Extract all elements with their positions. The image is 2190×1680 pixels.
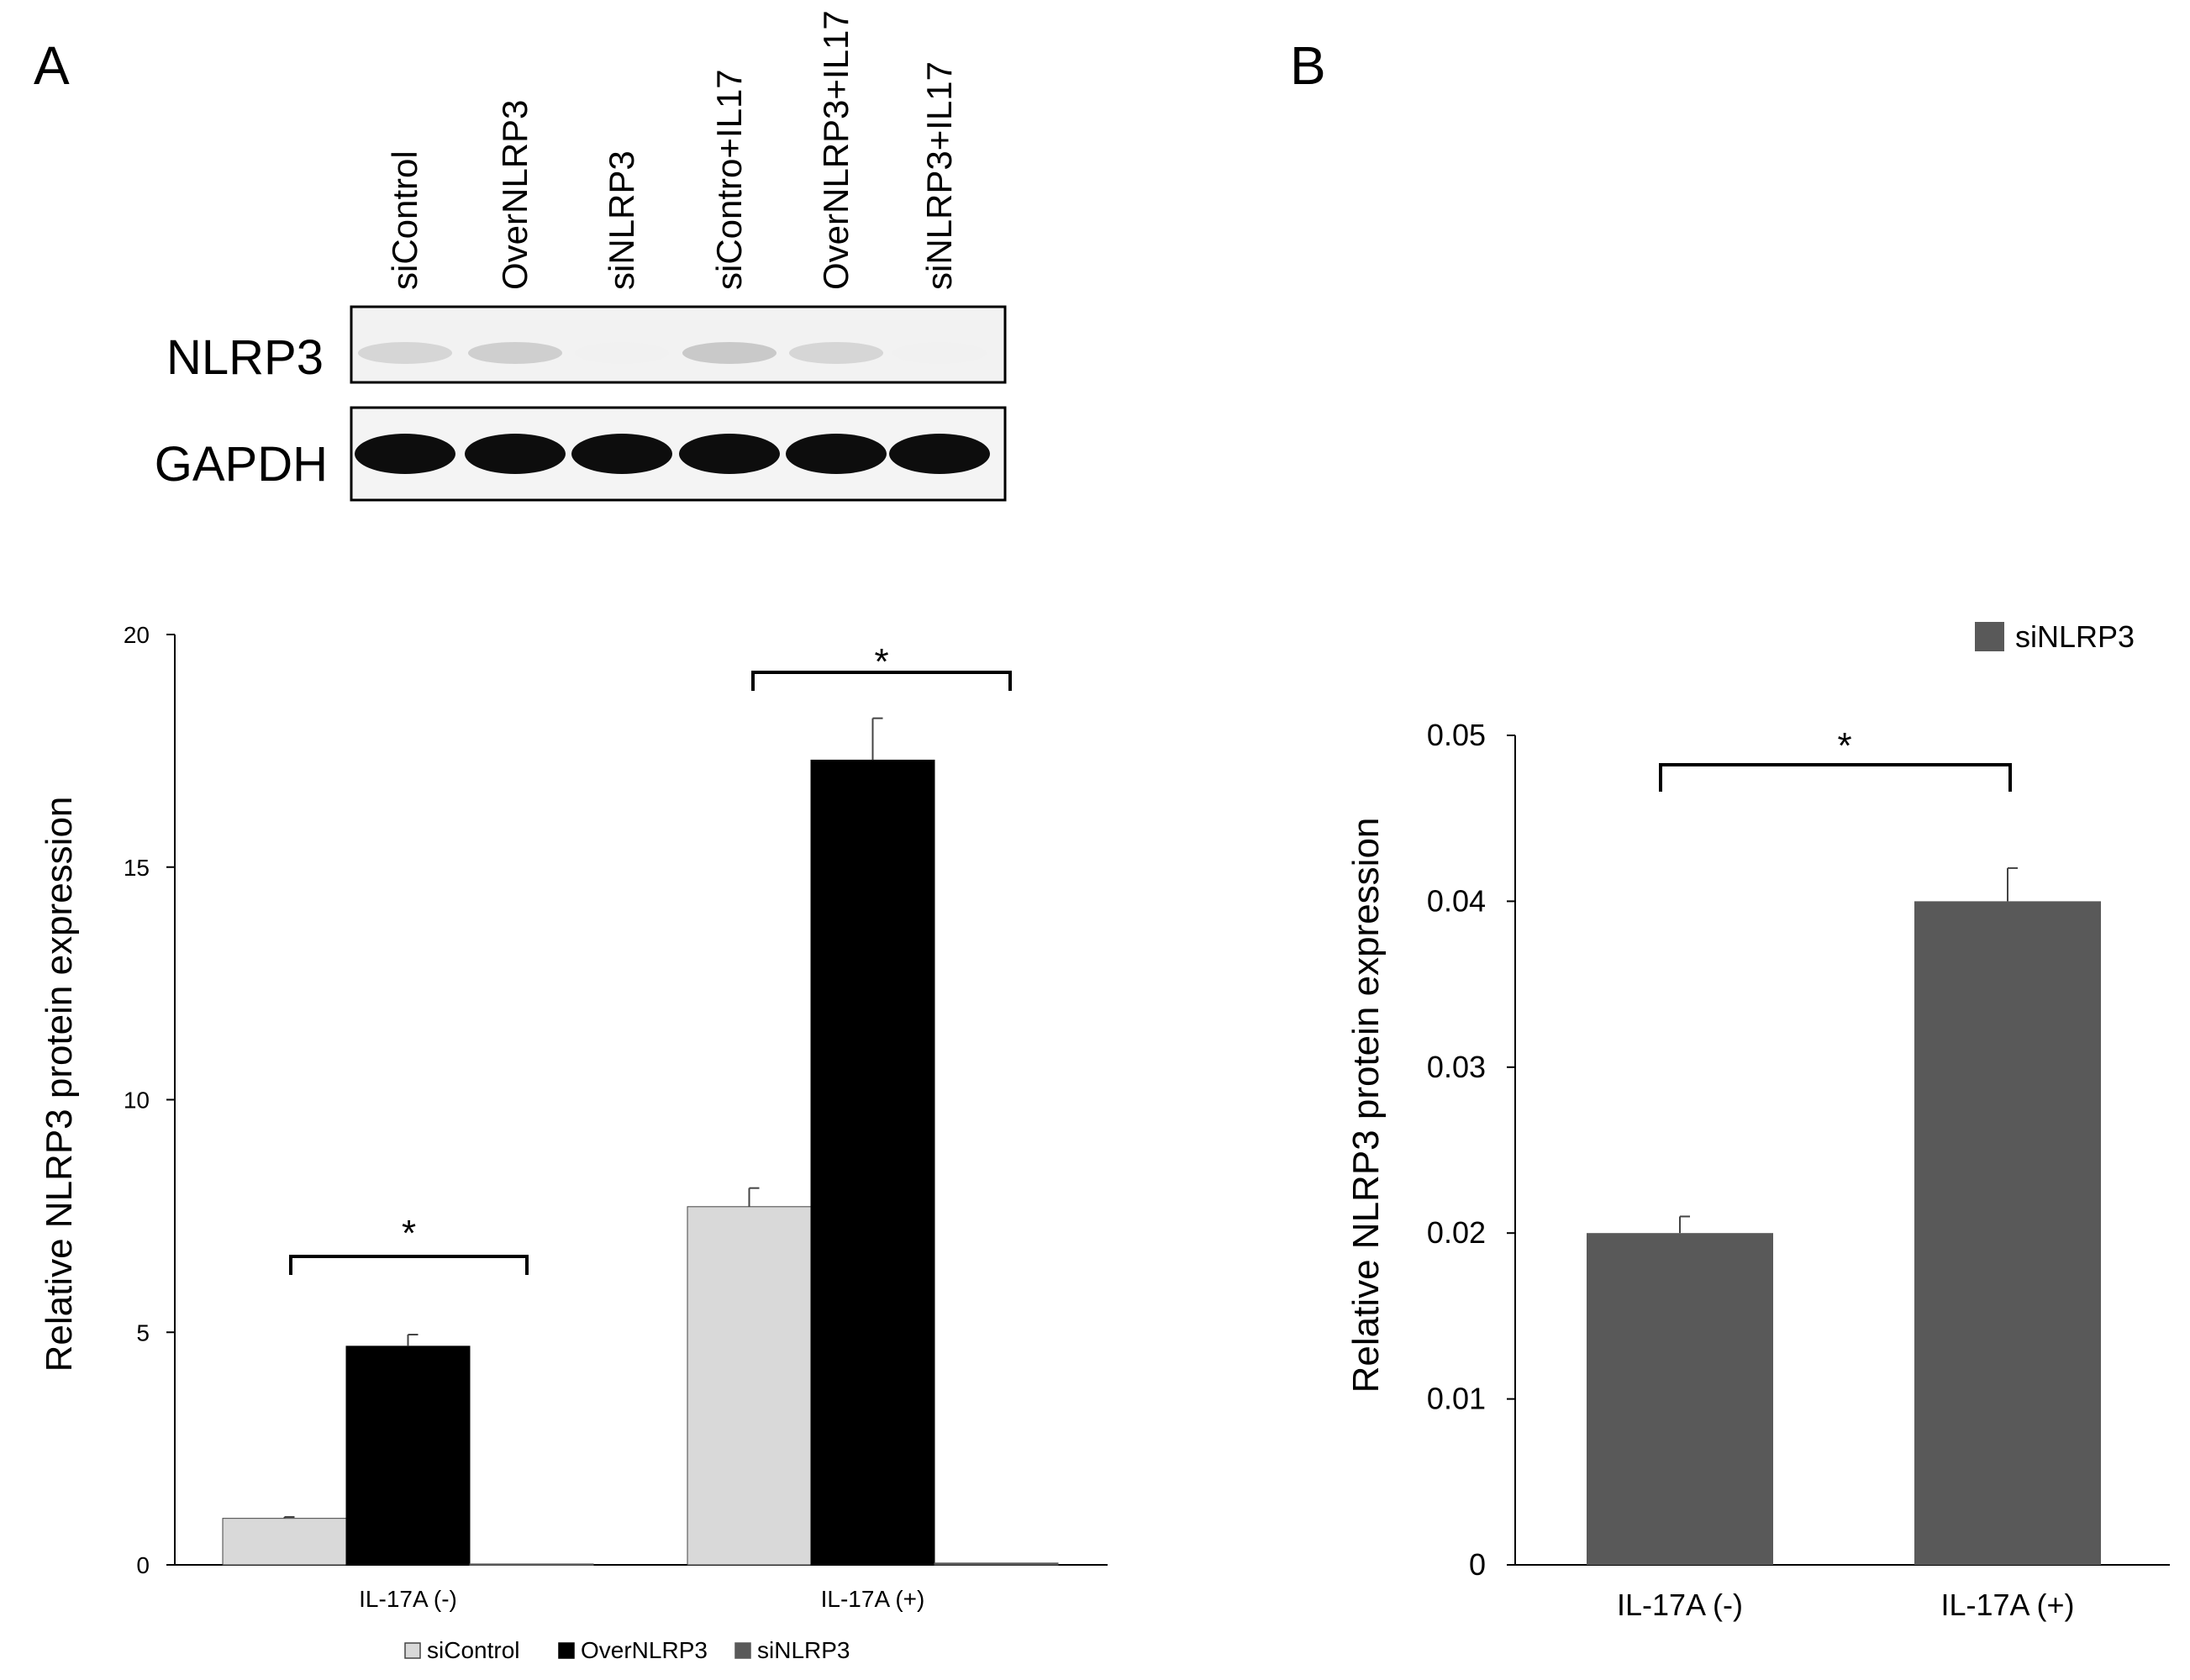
- chart-a-category-label: IL-17A (+): [821, 1586, 925, 1612]
- chart-a-legend-swatch-overnlrp3: [558, 1642, 575, 1659]
- band-nlrp3-sinlrp3: [575, 342, 669, 364]
- chart-a-bar-overnlrp3-1: [810, 759, 935, 1566]
- chart-b-bars: [1587, 866, 2101, 1565]
- band-nlrp3-sicontro-il17: [682, 342, 777, 364]
- chart-b-ytick-label: 0: [1469, 1547, 1486, 1582]
- band-nlrp3-sinlrp3-il17: [892, 342, 987, 364]
- chart-a-bar-sicontrol-0: [222, 1518, 347, 1566]
- chart-a-legend-label-sicontrol: siControl: [427, 1637, 519, 1663]
- band-gapdh-sinlrp3-il17: [889, 434, 990, 474]
- band-nlrp3-overnlrp3-il17: [789, 342, 883, 364]
- panel-a-letter: A: [34, 35, 70, 96]
- chart-b-legend-label: siNLRP3: [2015, 619, 2135, 654]
- chart-a-bar-sinlrp3-0: [469, 1563, 594, 1566]
- lane-label-sinlrp3: siNLRP3: [602, 150, 641, 290]
- chart-a: Relative NLRP3 protein expression 0 5 10 15…: [39, 622, 1108, 1663]
- chart-b: Relative NLRP3 protein expression 00.010…: [1345, 619, 2170, 1622]
- lane-labels: siControl OverNLRP3 siNLRP3 siContro+IL17 Ov…: [385, 10, 959, 290]
- chart-b-ylabel: Relative NLRP3 protein expression: [1345, 818, 1387, 1393]
- chart-a-significance-bracket: [751, 671, 1012, 691]
- lane-label-overnlrp3-il17: OverNLRP3+IL17: [816, 10, 855, 290]
- chart-b-bar-0: [1587, 1233, 1773, 1565]
- chart-b-category-label: IL-17A (+): [1940, 1588, 2074, 1622]
- chart-a-legend-swatch-sicontrol: [404, 1642, 421, 1659]
- lane-label-sicontro-il17: siContro+IL17: [709, 69, 749, 290]
- blot-row-label-nlrp3: NLRP3: [166, 330, 324, 385]
- bands-nlrp3: [358, 342, 987, 364]
- lane-label-sinlrp3-il17: siNLRP3+IL17: [919, 61, 959, 290]
- western-blot: siControl OverNLRP3 siNLRP3 siContro+IL17 Ov…: [155, 10, 1007, 502]
- chart-a-annotations: **: [289, 641, 1012, 1275]
- panel-b-letter: B: [1290, 35, 1326, 96]
- chart-a-ylabel: Relative NLRP3 protein expression: [39, 797, 80, 1372]
- chart-a-bar-overnlrp3-0: [345, 1346, 471, 1566]
- chart-b-categories: IL-17A (-) IL-17A (+): [1617, 1588, 2075, 1622]
- chart-a-ytick-label: 10: [124, 1088, 150, 1114]
- chart-a-ytick-label: 15: [124, 855, 150, 881]
- chart-a-legend: siControl OverNLRP3 siNLRP3: [404, 1637, 850, 1663]
- chart-b-ticks: 0 0.01 0.02 0.03 0.04 0.05: [1427, 718, 1515, 1582]
- chart-a-ytick-label: 5: [136, 1319, 150, 1346]
- chart-b-significance-bracket: [1659, 763, 2012, 792]
- band-gapdh-sicontro-il17: [679, 434, 780, 474]
- band-nlrp3-sicontrol: [358, 342, 452, 364]
- chart-b-legend: siNLRP3: [1975, 619, 2135, 654]
- band-gapdh-overnlrp3: [465, 434, 566, 474]
- chart-b-ytick-label: 0.03: [1427, 1050, 1486, 1084]
- chart-a-significance-bracket: [289, 1255, 529, 1275]
- chart-a-ytick-label: 0: [136, 1552, 150, 1578]
- chart-a-legend-swatch-sinlrp3: [734, 1642, 751, 1659]
- bands-gapdh: [355, 434, 990, 474]
- chart-a-bar-sicontrol-1: [687, 1206, 812, 1566]
- chart-a-significance-star: *: [874, 641, 888, 682]
- blot-frame-nlrp3: [350, 305, 1007, 384]
- chart-b-ytick-label: 0.05: [1427, 718, 1486, 752]
- band-gapdh-sicontrol: [355, 434, 455, 474]
- chart-a-categories: IL-17A (-) IL-17A (+): [359, 1586, 924, 1612]
- blot-row-label-gapdh: GAPDH: [155, 437, 328, 492]
- lane-label-overnlrp3: OverNLRP3: [495, 100, 534, 290]
- chart-a-bars: [222, 717, 1059, 1566]
- chart-b-significance-star: *: [1837, 725, 1851, 766]
- chart-b-bar-1: [1914, 901, 2101, 1565]
- band-gapdh-sinlrp3: [571, 434, 672, 474]
- chart-a-bar-sinlrp3-1: [934, 1562, 1059, 1566]
- chart-b-ytick-label: 0.02: [1427, 1215, 1486, 1250]
- chart-b-ytick-label: 0.04: [1427, 883, 1486, 918]
- chart-b-legend-swatch: [1975, 622, 2004, 651]
- chart-b-ytick-label: 0.01: [1427, 1382, 1486, 1416]
- chart-a-ticks: 0 5 10 15 20: [124, 622, 175, 1578]
- lane-label-sicontrol: siControl: [385, 150, 424, 290]
- chart-a-significance-star: *: [402, 1213, 416, 1254]
- chart-a-legend-label-overnlrp3: OverNLRP3: [581, 1637, 708, 1663]
- chart-b-annotations: *: [1659, 725, 2012, 792]
- chart-a-ytick-label: 20: [124, 622, 150, 648]
- band-gapdh-overnlrp3-il17: [786, 434, 887, 474]
- chart-a-category-label: IL-17A (-): [359, 1586, 457, 1612]
- chart-a-legend-label-sinlrp3: siNLRP3: [757, 1637, 850, 1663]
- chart-b-category-label: IL-17A (-): [1617, 1588, 1743, 1622]
- band-nlrp3-overnlrp3: [468, 342, 562, 364]
